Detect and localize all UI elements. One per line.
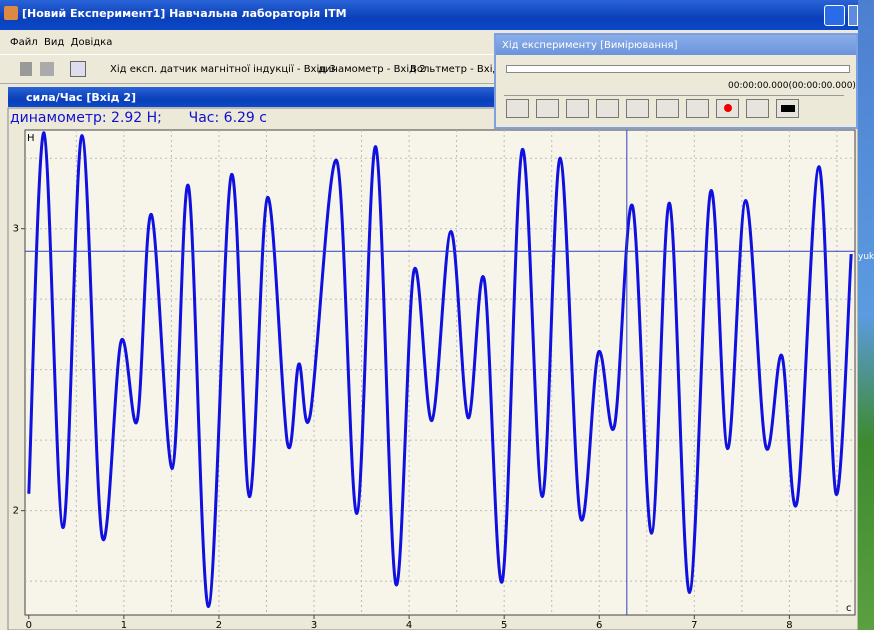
close-button[interactable]: [746, 99, 769, 118]
play-button[interactable]: [506, 99, 529, 118]
readout-unit: с: [259, 110, 267, 126]
readout-value: 6.29: [223, 110, 255, 126]
tool-icon[interactable]: [70, 61, 86, 77]
menu-item[interactable]: Файл: [10, 37, 38, 48]
data-line: [27, 131, 853, 609]
progress-slider[interactable]: [506, 65, 850, 73]
pause-button[interactable]: [566, 99, 589, 118]
minimize-button[interactable]: [824, 5, 845, 26]
rewind-button[interactable]: [656, 99, 679, 118]
desktop: yuk: [858, 0, 874, 630]
x-tick-label: 7: [691, 620, 697, 630]
stop-button[interactable]: [596, 99, 619, 118]
skip-button[interactable]: [686, 99, 709, 118]
subwindow-title: сила/Час [Вхід 2]: [26, 91, 137, 104]
readout-label: динамометр:: [10, 110, 107, 126]
app-icon: [4, 6, 18, 20]
desktop-label: yuk: [858, 252, 874, 262]
readout: динамометр: 2.92 Н; Час: 6.29 с: [10, 110, 267, 126]
toolbar-item[interactable]: датчик магнітної індукції - Вхід 3: [160, 64, 336, 75]
progress-time: 00:00:00.000(00:00:00.000): [728, 81, 856, 91]
display-button[interactable]: [776, 99, 799, 118]
x-tick-label: 3: [311, 620, 317, 630]
x-tick-label: 1: [121, 620, 127, 630]
readout-value: 2.92: [111, 110, 143, 126]
chart-frame: [7, 107, 858, 630]
progress-title: Хід експерименту [Вимірювання]: [502, 40, 678, 51]
toolbar-item[interactable]: Вольтметр - Вхід: [410, 64, 500, 75]
x-tick-label: 0: [26, 620, 32, 630]
menu-item[interactable]: Довідка: [70, 37, 113, 48]
plot-area: [24, 129, 856, 616]
progress-title-bar: Хід експерименту [Вимірювання]: [496, 35, 856, 55]
x-tick-label: 4: [406, 620, 412, 630]
readout-label: Час:: [188, 110, 220, 126]
x-tick-label: 5: [501, 620, 507, 630]
readout-unit: Н;: [146, 110, 162, 126]
toolbar-item[interactable]: Хід експ.: [110, 64, 158, 75]
forward-button[interactable]: [626, 99, 649, 118]
start-button[interactable]: [536, 99, 559, 118]
y-tick-label: 2: [13, 506, 19, 517]
maximize-button[interactable]: [848, 5, 858, 26]
x-tick-label: 2: [216, 620, 222, 630]
separator: [504, 95, 844, 96]
x-tick-label: 8: [786, 620, 792, 630]
x-unit: с: [846, 603, 852, 614]
toolbar-item[interactable]: динамометр - Вхід 2: [318, 64, 426, 75]
y-tick-label: 3: [13, 224, 19, 235]
y-unit: Н: [27, 133, 35, 144]
menu-item[interactable]: Вид: [44, 37, 65, 48]
title-bar: [Новий Експеримент1] Навчальна лаборатор…: [0, 0, 858, 30]
subwindow-title-bar: сила/Час [Вхід 2]: [8, 87, 498, 107]
tool-icon[interactable]: [40, 62, 54, 76]
x-tick-label: 6: [596, 620, 602, 630]
window-title: [Новий Експеримент1] Навчальна лаборатор…: [22, 7, 347, 20]
menu-bar: Файл Вид Довідка: [0, 32, 858, 52]
progress-window: Хід експерименту [Вимірювання] 00:00:00.…: [494, 33, 858, 129]
toolbar: Хід експ. датчик магнітної індукції - Вх…: [0, 54, 858, 84]
record-button[interactable]: [716, 99, 739, 118]
tool-icon[interactable]: [20, 62, 32, 76]
